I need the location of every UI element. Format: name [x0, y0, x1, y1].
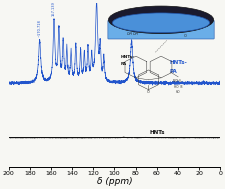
Text: HNTs: HNTs [149, 130, 164, 136]
Text: HNTs-: HNTs- [169, 60, 187, 65]
Text: 157.139: 157.139 [52, 1, 56, 16]
Text: PA: PA [169, 69, 177, 74]
Text: ~83.814: ~83.814 [130, 22, 134, 37]
Text: ~170.718: ~170.718 [38, 19, 42, 36]
X-axis label: δ (ppm): δ (ppm) [97, 177, 132, 186]
